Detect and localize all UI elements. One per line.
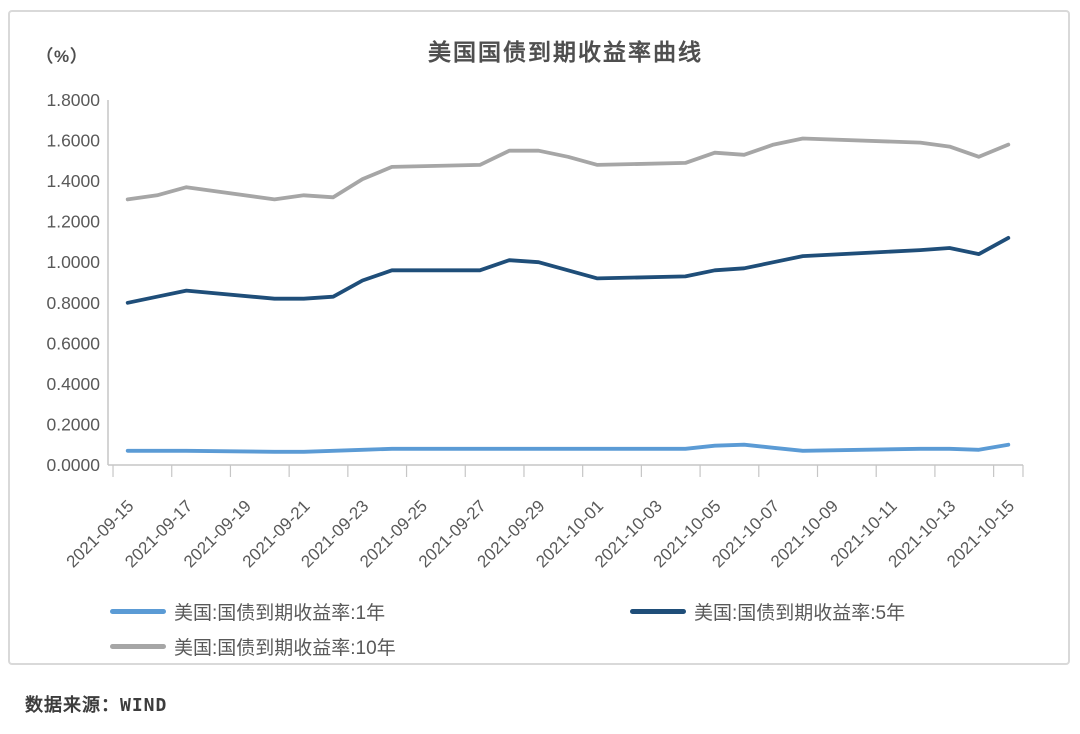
- legend-item-1y: 美国:国债到期收益率:1年: [110, 599, 386, 624]
- chart-panel: [8, 10, 1070, 665]
- legend-label-1y: 美国:国债到期收益率:1年: [174, 602, 386, 624]
- legend-label-5y: 美国:国债到期收益率:5年: [694, 602, 906, 624]
- y-axis-unit-label: （%）: [36, 47, 89, 66]
- chart-title: 美国国债到期收益率曲线: [428, 39, 703, 65]
- legend-item-5y: 美国:国债到期收益率:5年: [630, 599, 906, 624]
- legend-label-10y: 美国:国债到期收益率:10年: [174, 637, 396, 659]
- legend-swatch-1y-icon: [110, 608, 166, 614]
- data-source-note: 数据来源：WIND: [25, 695, 168, 716]
- chart-legend: 美国:国债到期收益率:1年 美国:国债到期收益率:5年 美国:国债到期收益率:1…: [110, 599, 990, 667]
- legend-item-10y: 美国:国债到期收益率:10年: [110, 634, 396, 659]
- legend-swatch-10y-icon: [110, 643, 166, 649]
- legend-swatch-5y-icon: [630, 608, 686, 614]
